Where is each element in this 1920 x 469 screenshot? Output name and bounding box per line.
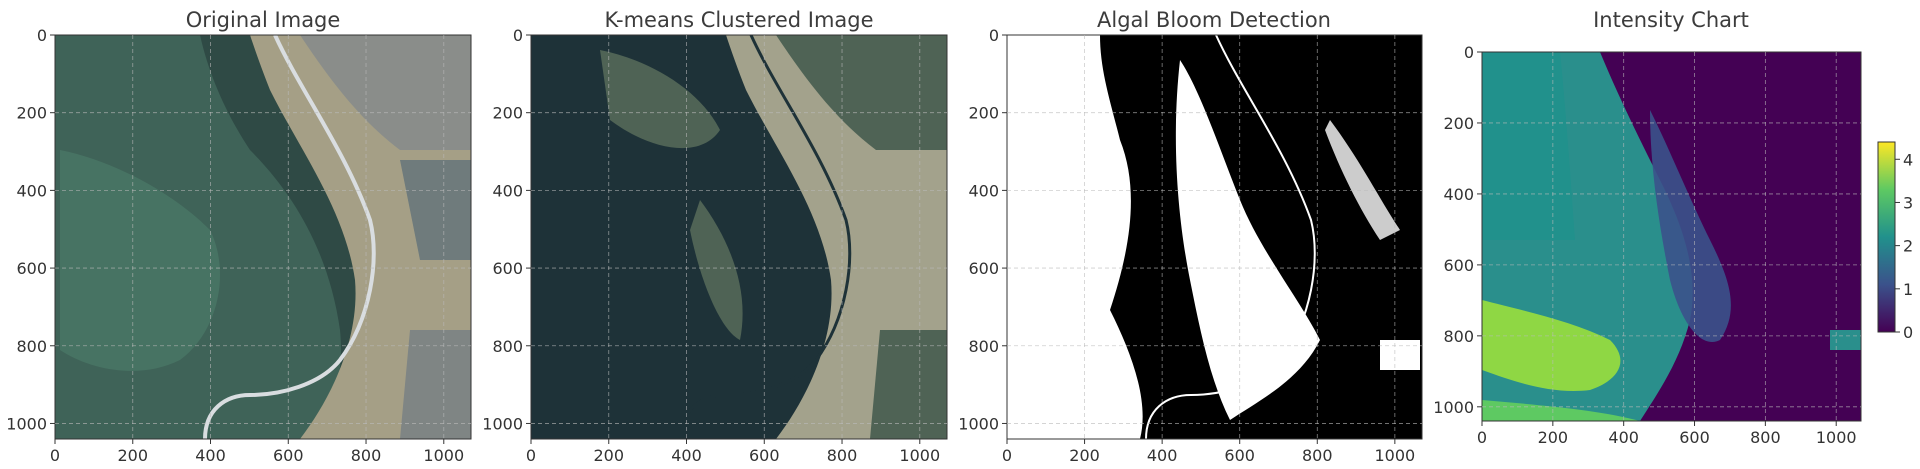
x-tick-label: 1000 [1374,446,1415,465]
colorbar: 0 1 2 3 4 [1877,141,1913,342]
y-tick-label: 200 [1443,114,1474,133]
x-tick-label: 400 [1608,428,1639,447]
x-tick-label: 200 [593,446,624,465]
y-tick-label: 600 [492,259,523,278]
colorbar-gradient [1877,141,1896,333]
kmeans-image-raster [531,35,947,439]
title-kmeans: K-means Clustered Image [604,8,873,32]
panel-kmeans: K-means Clustered Image [530,8,948,440]
y-tick-label: 200 [16,104,47,123]
panel-original-image: Original Image [54,8,472,440]
x-tick-label: 800 [1302,446,1333,465]
y-tick-label: 1000 [958,414,999,433]
grid-layer [55,35,1861,439]
title-original-image: Original Image [186,8,341,32]
y-tick-label: 0 [513,26,523,45]
x-tick-label: 200 [1538,428,1569,447]
title-algal-bloom: Algal Bloom Detection [1097,8,1331,32]
x-tick-label: 600 [1224,446,1255,465]
colorbar-tick-label: 3 [1903,193,1913,212]
y-tick-label: 600 [16,259,47,278]
x-tick-label: 400 [671,446,702,465]
x-tick-label: 800 [351,446,382,465]
y-tick-label: 600 [1443,256,1474,275]
x-tick-label: 400 [1147,446,1178,465]
intensity-heatmap-raster [1482,52,1861,421]
x-tick-label: 1000 [899,446,940,465]
panel-algal-bloom: Algal Bloom Detection [1006,8,1423,440]
y-tick-label: 400 [968,181,999,200]
colorbar-tick-label: 2 [1903,237,1913,256]
x-tick-label: 600 [1679,428,1710,447]
x-tick-label: 0 [1002,446,1012,465]
x-tick-label: 400 [195,446,226,465]
x-tick-label: 200 [117,446,148,465]
colorbar-ticks: 0 1 2 3 4 [1895,150,1913,342]
colorbar-tick-label: 0 [1903,323,1913,342]
algal-bloom-frame [1006,34,1423,440]
y-tick-label: 600 [968,259,999,278]
colorbar-tick-label: 4 [1903,150,1913,169]
y-tick-label: 200 [968,104,999,123]
x-tick-label: 0 [50,446,60,465]
intensity-frame [1481,51,1862,422]
y-tick-label: 0 [1464,43,1474,62]
y-tick-label: 1000 [6,414,47,433]
y-tick-label: 400 [1443,185,1474,204]
y-tick-label: 200 [492,104,523,123]
title-intensity: Intensity Chart [1593,8,1749,32]
y-tick-label: 0 [989,26,999,45]
y-tick-label: 400 [16,181,47,200]
kmeans-frame [530,34,948,440]
colorbar-tick-label: 1 [1903,280,1913,299]
y-tick-label: 800 [968,337,999,356]
x-tick-label: 600 [749,446,780,465]
y-tick-label: 1000 [1433,398,1474,417]
x-tick-label: 0 [1477,428,1487,447]
algal-bloom-raster [1007,35,1422,439]
y-tick-label: 800 [492,337,523,356]
y-tick-label: 1000 [482,414,523,433]
y-tick-label: 800 [16,337,47,356]
original-image-frame [54,34,472,440]
x-tick-label: 800 [1750,428,1781,447]
x-tick-label: 1000 [1816,428,1857,447]
x-tick-label: 800 [827,446,858,465]
x-tick-label: 600 [273,446,304,465]
x-tick-label: 0 [526,446,536,465]
x-tick-label: 1000 [423,446,464,465]
y-tick-label: 800 [1443,327,1474,346]
y-tick-label: 400 [492,181,523,200]
panel-intensity: Intensity Chart 0 1 2 3 4 [1481,8,1913,422]
original-image-raster [55,35,471,439]
x-tick-label: 200 [1069,446,1100,465]
y-tick-label: 0 [37,26,47,45]
